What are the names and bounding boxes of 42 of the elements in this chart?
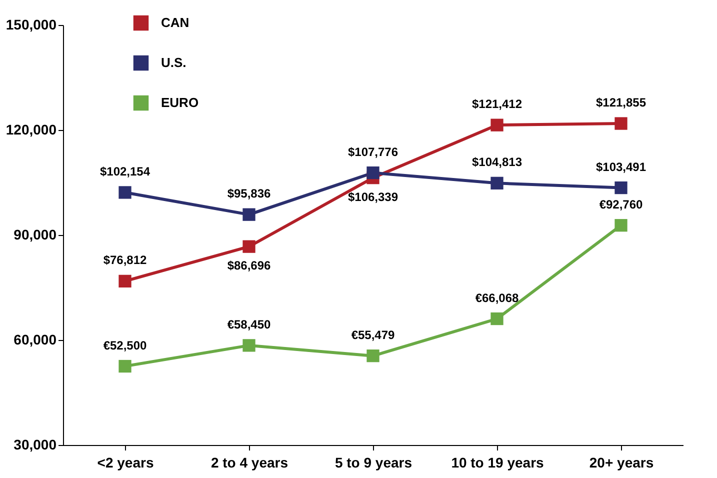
data-label: $102,154 [100, 164, 150, 178]
point [118, 360, 132, 373]
x-tick-label: 5 to 9 years [334, 454, 412, 470]
data-label: $76,812 [103, 253, 148, 268]
point [118, 186, 132, 199]
point [242, 240, 256, 253]
data-label: $106,339 [348, 190, 398, 204]
y-tick-label: 120,000 [6, 122, 57, 138]
point [614, 117, 628, 130]
x-tick-label: <2 years [97, 454, 154, 470]
y-tick-label: 60,000 [14, 332, 57, 348]
data-label: $121,412 [472, 97, 522, 112]
legend-label: CAN [161, 15, 190, 30]
data-label: $103,491 [596, 160, 646, 174]
data-label: €58,450 [227, 317, 272, 332]
point [490, 118, 504, 132]
data-label: €92,760 [599, 197, 644, 212]
data-label: $107,776 [348, 144, 398, 159]
point [614, 181, 628, 194]
data-label: $86,696 [227, 258, 272, 273]
data-label: $95,836 [227, 186, 272, 201]
point [614, 219, 628, 232]
y-tick-label: 150,000 [6, 16, 57, 32]
data-label: €55,479 [351, 328, 396, 342]
point [118, 274, 132, 288]
point [490, 176, 504, 190]
x-tick-label: 2 to 4 years [210, 454, 288, 470]
point [366, 166, 380, 180]
x-tick-label: 20+ years [589, 454, 654, 470]
point [490, 312, 504, 326]
x-tick-label: 10 to 19 years [451, 454, 544, 470]
legend-label: EURO [161, 95, 199, 110]
data-label: $121,855 [596, 96, 646, 110]
point [242, 339, 256, 352]
legend-label: U.S. [161, 55, 186, 70]
y-tick-label: 30,000 [14, 436, 57, 452]
point [366, 350, 380, 362]
data-label: €66,068 [475, 290, 520, 305]
y-tick-label: 90,000 [14, 226, 57, 242]
point [242, 208, 256, 221]
data-label: $104,813 [472, 155, 522, 170]
data-label: €52,500 [103, 338, 148, 352]
